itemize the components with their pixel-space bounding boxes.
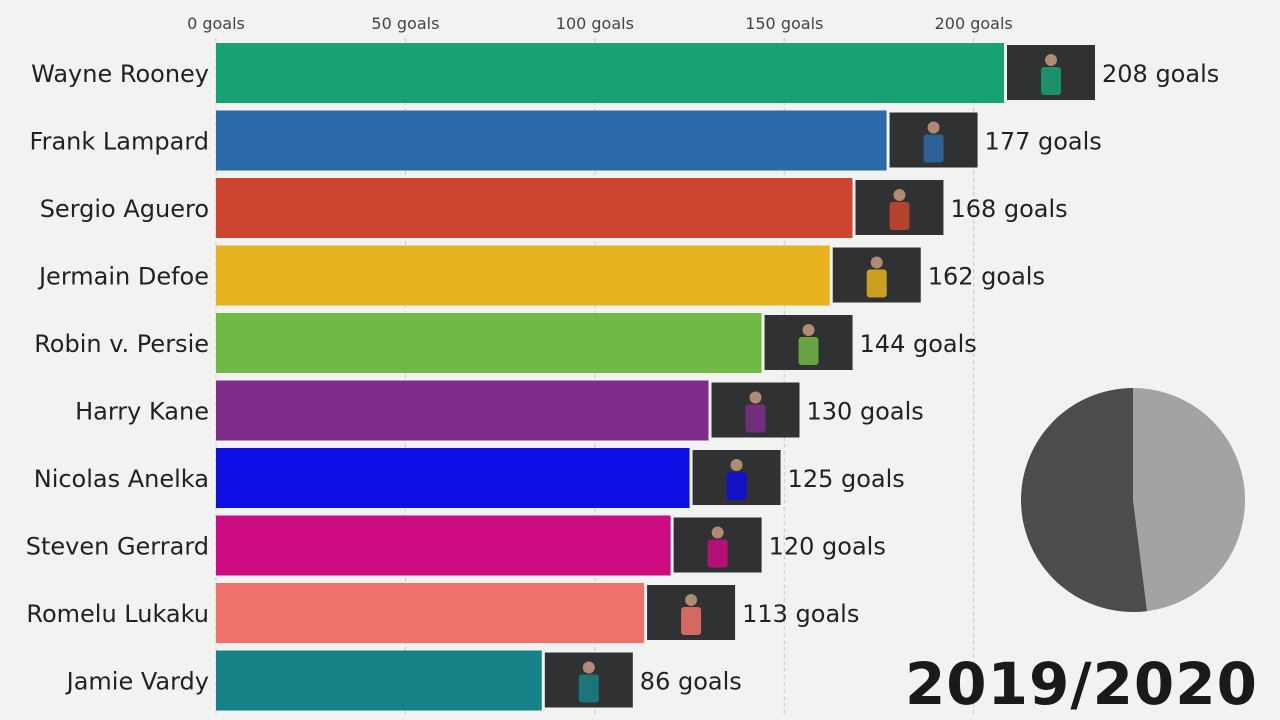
- player-photo-shirt: [726, 472, 747, 500]
- value-label: 120 goals: [769, 533, 886, 561]
- pie-slice: [1133, 388, 1246, 612]
- bar: [216, 178, 853, 238]
- value-label: 168 goals: [950, 195, 1067, 223]
- player-photo-shirt: [923, 134, 944, 163]
- category-label: Robin v. Persie: [34, 330, 209, 358]
- value-label: 86 goals: [640, 668, 742, 696]
- category-label: Jermain Defoe: [37, 263, 209, 291]
- category-label: Frank Lampard: [30, 128, 209, 156]
- category-label: Harry Kane: [75, 398, 209, 426]
- player-photo-shirt: [745, 404, 766, 433]
- x-tick-label: 50 goals: [371, 14, 439, 33]
- value-label: 177 goals: [985, 128, 1102, 156]
- value-label: 113 goals: [742, 600, 859, 628]
- x-tick-label: 100 goals: [556, 14, 634, 33]
- value-label: 130 goals: [807, 398, 924, 426]
- category-label: Nicolas Anelka: [34, 465, 209, 493]
- x-tick-label: 150 goals: [745, 14, 823, 33]
- bar-layer: Wayne Rooney 208 goals Frank Lampard 177 go…: [26, 43, 1219, 711]
- player-photo-head: [870, 256, 883, 269]
- player-photo-head: [893, 189, 906, 201]
- category-label: Sergio Aguero: [40, 195, 209, 223]
- bar: [216, 448, 690, 508]
- player-photo-shirt: [1041, 67, 1061, 95]
- bar: [216, 245, 830, 306]
- value-label: 208 goals: [1102, 60, 1219, 88]
- category-label: Steven Gerrard: [26, 533, 209, 561]
- bar: [216, 313, 762, 373]
- player-photo-shirt: [798, 337, 819, 365]
- period-label: 2019/2020: [904, 650, 1258, 718]
- player-photo-head: [802, 324, 815, 336]
- bar: [216, 515, 671, 576]
- value-label: 144 goals: [860, 330, 977, 358]
- player-photo-head: [711, 526, 724, 539]
- pie-chart: [1021, 388, 1246, 612]
- player-photo-head: [927, 121, 940, 134]
- player-photo-head: [730, 459, 743, 471]
- grid-layer: 0 goals 50 goals 100 goals 150 goals 200 goa…: [187, 14, 1013, 715]
- category-label: Jamie Vardy: [65, 668, 209, 696]
- category-label: Wayne Rooney: [31, 60, 209, 88]
- player-photo-head: [1045, 54, 1057, 66]
- player-photo-head: [582, 661, 595, 674]
- player-photo-head: [749, 391, 762, 404]
- player-photo-shirt: [578, 674, 599, 703]
- bar: [216, 43, 1004, 103]
- player-photo-head: [685, 594, 698, 606]
- player-photo-shirt: [707, 539, 728, 568]
- bar: [216, 583, 645, 643]
- player-photo-shirt: [681, 607, 702, 635]
- category-label: Romelu Lukaku: [26, 600, 209, 628]
- value-label: 125 goals: [788, 465, 905, 493]
- bar: [216, 650, 542, 711]
- x-tick-label: 200 goals: [935, 14, 1013, 33]
- bar: [216, 110, 887, 171]
- bar: [216, 380, 709, 441]
- player-photo-shirt: [866, 269, 887, 298]
- player-photo-shirt: [889, 202, 910, 230]
- x-tick-label: 0 goals: [187, 14, 245, 33]
- pie-slice: [1021, 388, 1148, 612]
- value-label: 162 goals: [928, 263, 1045, 291]
